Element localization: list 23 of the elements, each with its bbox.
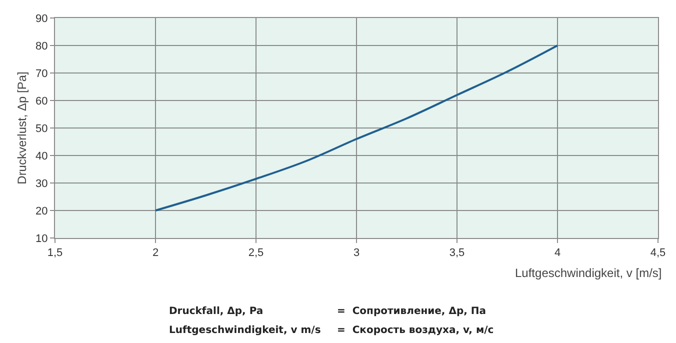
y-tick-label: 30: [36, 178, 48, 190]
text: Luftgeschwindigkeit, v m/s: [169, 325, 321, 336]
x-tick-label: 3,5: [449, 247, 465, 260]
x-tick-label: 3: [353, 247, 360, 260]
y-tick-label: 80: [36, 40, 48, 52]
x-tick-label: 2,5: [248, 247, 264, 260]
y-tick-label: 70: [36, 68, 48, 80]
y-tick-label: 20: [36, 205, 48, 218]
y-axis-title: Druckverlust, Δp [Pa]: [14, 72, 29, 184]
text: = Скорость воздуха, v, м/с: [337, 325, 494, 336]
line-series: [154, 44, 558, 212]
x-tick-label: 4,5: [650, 247, 666, 260]
y-tick-label: 90: [36, 12, 48, 25]
x-tick-label: 4: [554, 247, 561, 260]
text: = Сопротивление, Δp, Па: [337, 306, 486, 317]
text: Druckfall, Δp, Pa: [169, 306, 264, 317]
y-tick-label: 60: [36, 95, 48, 108]
y-tick-label: 50: [36, 122, 48, 135]
x-axis-title: Luftgeschwindigkeit, v [m/s]: [515, 266, 662, 280]
y-tick-label: 10: [36, 232, 48, 245]
x-tick-label: 2: [152, 247, 159, 260]
y-tick-label: 40: [36, 150, 48, 162]
x-tick-label: 1,5: [47, 247, 63, 260]
